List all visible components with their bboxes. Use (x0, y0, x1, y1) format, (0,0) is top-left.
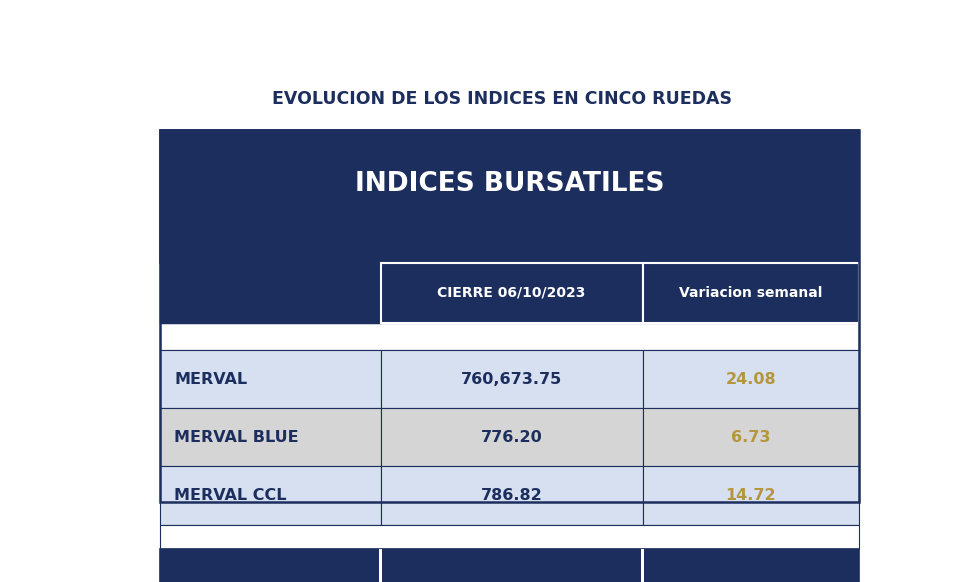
Bar (161, 350, 380, 408)
Bar (161, 323, 859, 350)
Text: 760,673.75: 760,673.75 (461, 371, 563, 386)
Bar (379, 549, 382, 582)
Text: MERVAL BLUE: MERVAL BLUE (174, 430, 299, 445)
Bar (380, 408, 643, 466)
Bar (643, 350, 859, 408)
Bar (161, 130, 859, 262)
Bar (161, 408, 380, 466)
Text: MERVAL: MERVAL (174, 371, 247, 386)
Bar (641, 549, 644, 582)
Bar (643, 466, 859, 525)
Text: MERVAL CCL: MERVAL CCL (174, 488, 286, 503)
Text: Variacion semanal: Variacion semanal (679, 286, 822, 300)
Text: 776.20: 776.20 (481, 430, 543, 445)
Bar (161, 262, 380, 323)
Text: 14.72: 14.72 (725, 488, 776, 503)
Bar (161, 549, 859, 582)
Bar (161, 466, 380, 525)
Bar (380, 350, 643, 408)
Bar (161, 130, 859, 502)
Text: 786.82: 786.82 (481, 488, 543, 503)
Bar (380, 262, 643, 323)
Bar (380, 466, 643, 525)
Text: INDICES BURSATILES: INDICES BURSATILES (355, 171, 664, 197)
Text: 6.73: 6.73 (731, 430, 770, 445)
Text: 24.08: 24.08 (725, 371, 776, 386)
Bar (643, 262, 859, 323)
Bar (161, 525, 859, 549)
Bar (643, 408, 859, 466)
Text: CIERRE 06/10/2023: CIERRE 06/10/2023 (437, 286, 586, 300)
Text: EVOLUCION DE LOS INDICES EN CINCO RUEDAS: EVOLUCION DE LOS INDICES EN CINCO RUEDAS (272, 90, 732, 108)
